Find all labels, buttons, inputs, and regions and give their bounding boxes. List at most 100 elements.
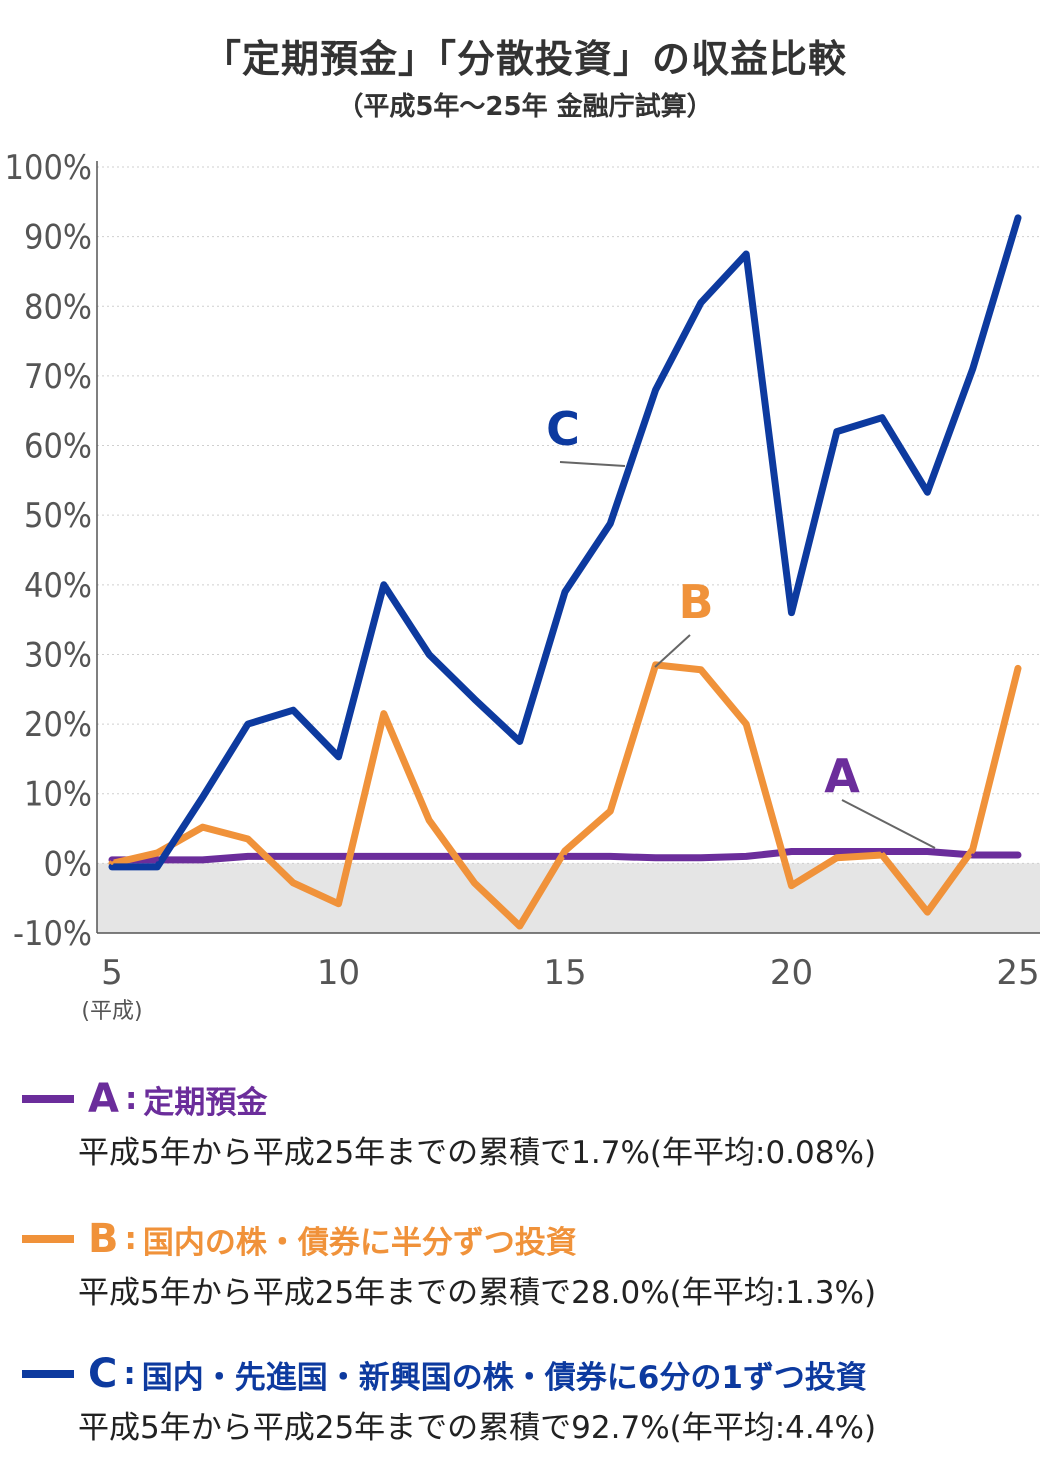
data-point-c: [654, 388, 658, 392]
legend-title-b: 国内の株・債券に半分ずつ投資: [142, 1224, 577, 1261]
series-label-a: A: [824, 749, 860, 803]
legend-swatch-b: [22, 1235, 74, 1243]
data-point-c: [291, 708, 295, 712]
line-chart: -10% 0% 10% 20% 30% 40% 50% 60% 70% 80% 90% 100% 5 10…: [5, 148, 1040, 1024]
y-tick-label: 10%: [24, 775, 92, 815]
data-point-a: [971, 853, 975, 857]
data-point-a: [472, 854, 476, 858]
data-point-b: [608, 809, 612, 813]
y-tick-label: 70%: [24, 357, 92, 397]
legend-description-c: 平成5年から平成25年までの累積で92.7%(年平均:4.4%): [78, 1410, 877, 1446]
data-point-c: [518, 740, 522, 743]
data-point-a: [427, 854, 431, 858]
data-point-c: [427, 652, 431, 656]
data-point-b: [337, 902, 340, 906]
data-point-a: [608, 854, 612, 858]
legend-letter-c: C: [88, 1351, 118, 1397]
data-point-c: [608, 522, 612, 526]
data-point-b: [427, 818, 431, 822]
data-point-b: [246, 837, 250, 841]
legend-sep-b: :: [124, 1221, 137, 1257]
data-point-a: [880, 850, 884, 854]
y-tick-label: 60%: [24, 427, 92, 467]
data-point-a: [654, 856, 658, 860]
data-point-a: [382, 854, 386, 858]
data-point-b: [201, 825, 205, 829]
y-tick-label: 80%: [24, 287, 92, 327]
data-point-c: [1016, 216, 1020, 220]
y-tick-label: 30%: [24, 635, 92, 675]
legend-swatch-c: [22, 1370, 74, 1378]
callout-leader-b: [654, 634, 691, 668]
data-point-c: [744, 252, 748, 256]
data-point-a: [518, 854, 522, 858]
data-point-c: [835, 430, 839, 434]
y-tick-label: 90%: [24, 218, 92, 258]
data-point-c: [790, 611, 793, 615]
data-point-b: [971, 847, 975, 851]
data-point-a: [744, 854, 748, 858]
x-axis-sublabel: (平成): [81, 999, 142, 1024]
x-tick-label: 25: [996, 953, 1039, 993]
data-point-b: [472, 881, 476, 885]
data-point-a: [563, 854, 567, 858]
y-tick-label: 20%: [24, 705, 92, 745]
callout-leader-a: [841, 799, 936, 849]
y-tick-label: 40%: [24, 566, 92, 606]
data-point-c: [563, 590, 567, 594]
data-point-a: [155, 858, 159, 862]
negative-region-band: [97, 863, 1040, 933]
legend-sep-c: :: [123, 1356, 136, 1392]
chart-subtitle: （平成5年〜25年 金融庁試算）: [337, 92, 713, 122]
data-point-c: [155, 865, 159, 869]
legend-letter-b: B: [88, 1216, 119, 1262]
x-tick-label: 15: [543, 953, 586, 993]
data-point-c: [110, 865, 114, 869]
data-point-c: [472, 697, 476, 701]
data-point-b: [110, 861, 114, 865]
data-point-c: [246, 722, 250, 726]
chart-title: 「定期預金」「分散投資」の収益比較: [202, 37, 847, 81]
data-point-b: [382, 712, 386, 716]
legend-description-b: 平成5年から平成25年までの累積で28.0%(年平均:1.3%): [78, 1275, 877, 1311]
x-tick-label: 20: [770, 953, 813, 993]
data-point-b: [744, 722, 748, 726]
data-point-c: [880, 416, 884, 420]
data-point-a: [790, 850, 793, 854]
data-point-b: [563, 849, 567, 853]
data-point-a: [1016, 853, 1020, 857]
legend-item-c: C : 国内・先進国・新興国の株・債券に6分の1ずつ投資 平成5年から平成25年…: [22, 1350, 876, 1447]
data-point-a: [201, 858, 205, 862]
data-point-a: [110, 858, 114, 862]
data-point-b: [925, 910, 929, 914]
data-point-b: [291, 881, 295, 885]
data-point-a: [835, 850, 839, 854]
data-point-b: [155, 851, 159, 855]
data-point-c: [201, 795, 205, 799]
y-tick-label: 100%: [5, 148, 92, 188]
data-point-b: [1016, 666, 1020, 670]
series-label-c: C: [546, 402, 580, 456]
data-point-a: [925, 850, 929, 854]
data-point-c: [337, 755, 340, 759]
y-tick-label: -10%: [13, 914, 92, 954]
data-point-b: [790, 884, 793, 888]
data-point-b: [835, 856, 839, 860]
data-point-a: [699, 856, 703, 860]
x-tick-label: 10: [317, 953, 360, 993]
data-point-c: [925, 490, 929, 494]
legend-letter-a: A: [88, 1076, 119, 1122]
callout-leader-c: [559, 461, 626, 467]
data-point-b: [518, 924, 522, 928]
series-label-b: B: [678, 575, 713, 629]
legend-item-b: B : 国内の株・債券に半分ずつ投資 平成5年から平成25年までの累積で28.0…: [22, 1215, 876, 1312]
legend-title-a: 定期預金: [143, 1084, 268, 1121]
y-tick-label: 0%: [43, 844, 92, 884]
data-point-c: [699, 301, 703, 305]
data-point-c: [382, 583, 386, 587]
legend-title-c: 国内・先進国・新興国の株・債券に6分の1ずつ投資: [141, 1359, 867, 1396]
data-point-b: [699, 668, 703, 672]
x-tick-label: 5: [101, 953, 123, 993]
y-tick-label: 50%: [24, 496, 92, 536]
data-point-a: [246, 854, 250, 858]
